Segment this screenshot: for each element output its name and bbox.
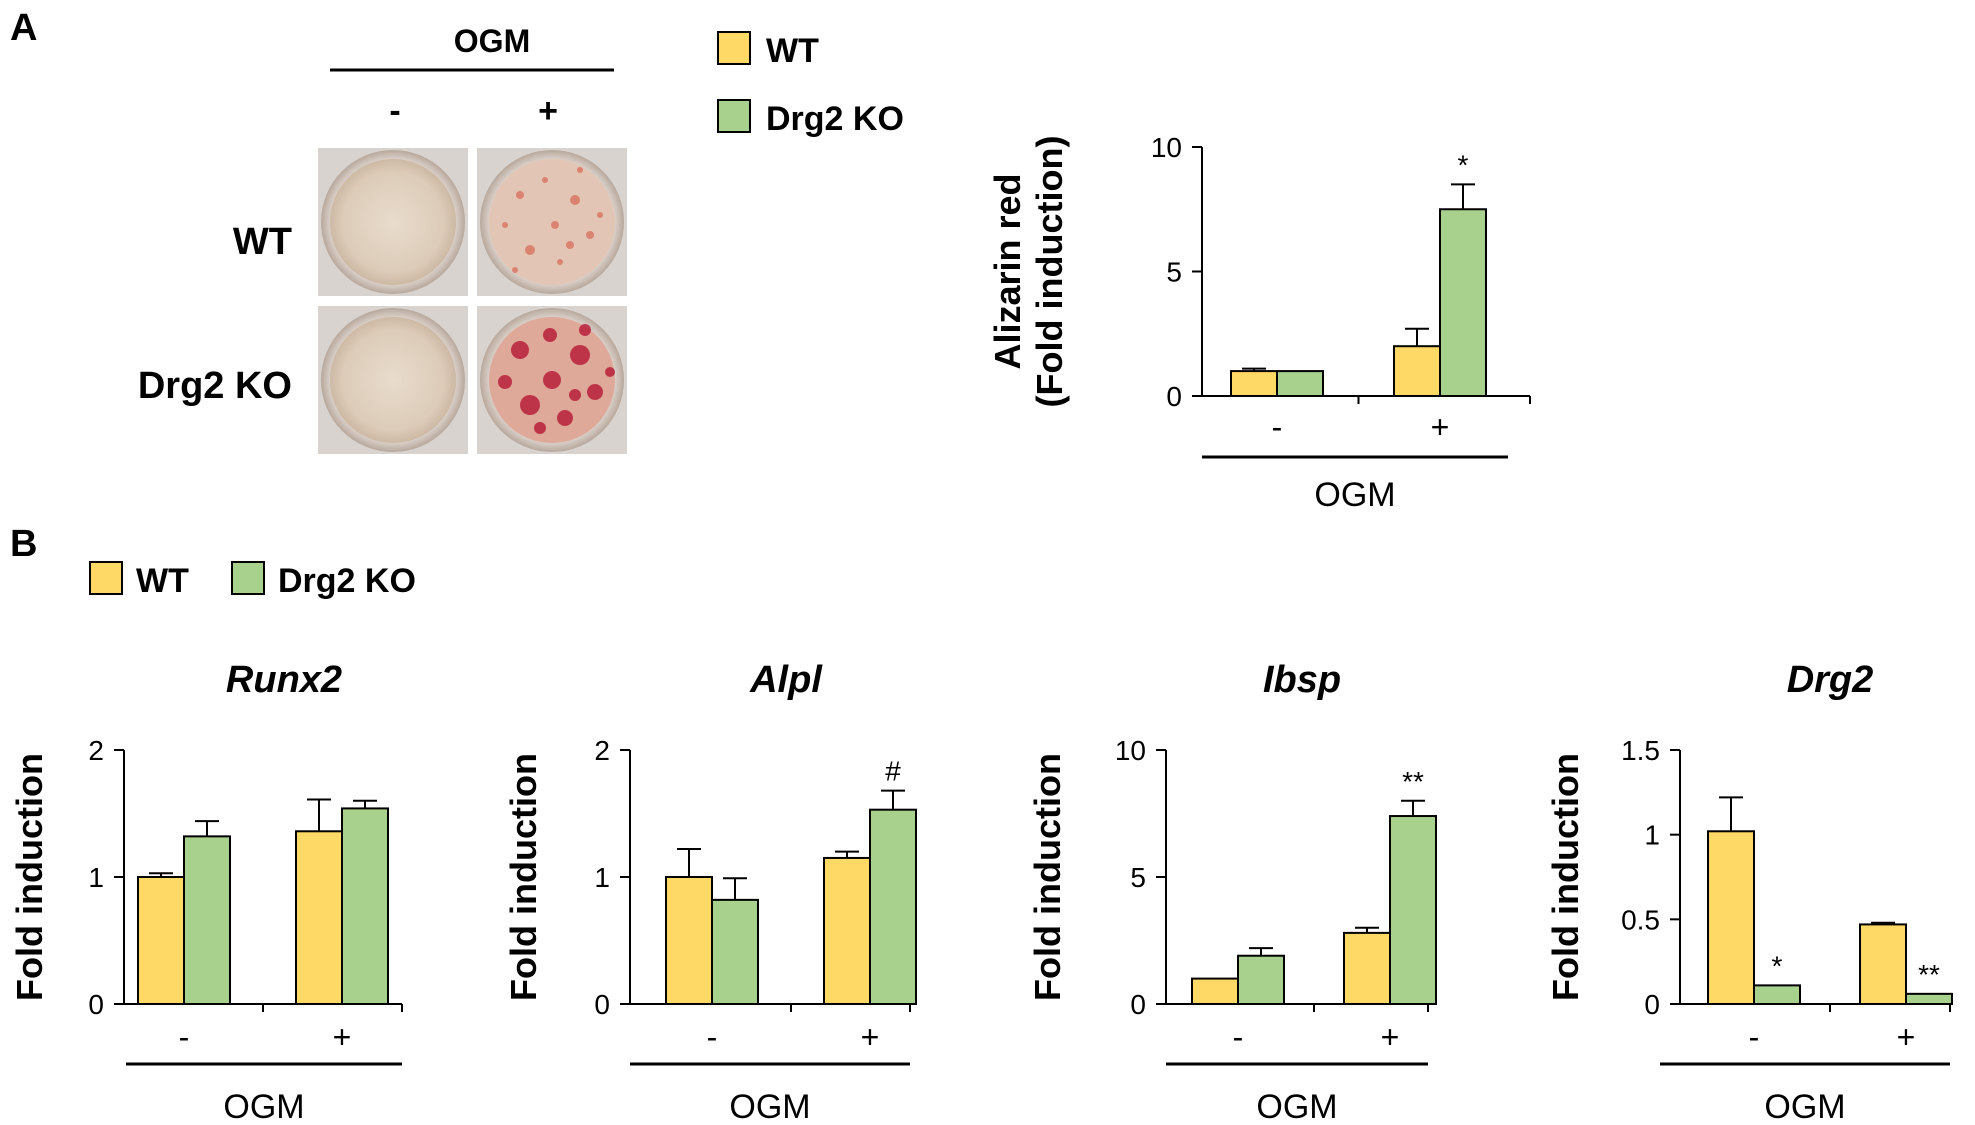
bar-ko-minus (1237, 954, 1285, 1005)
y-tick-label: 5 (1166, 257, 1182, 288)
bar-ko-minus (1753, 984, 1801, 1006)
bar-ko-plus (1905, 992, 1953, 1006)
bar-wt-minus (1191, 977, 1239, 1005)
bar-ko-plus (1439, 208, 1487, 397)
significance-marker: # (885, 756, 901, 787)
legend-a-item-wt: WT (717, 31, 819, 70)
bar-wt-plus (1393, 345, 1441, 398)
chart-runx2: Runx2 0 1 2 Fold induction - + OGM (9, 659, 403, 1125)
y-tick-label: 10 (1115, 735, 1146, 766)
chart-title: Runx2 (226, 659, 342, 701)
chart-title: Alpl (749, 659, 823, 701)
x-axis-label: OGM (223, 1088, 304, 1125)
significance-marker: * (1772, 950, 1783, 981)
x-tick-label: - (707, 1019, 718, 1055)
significance-marker: ** (1918, 959, 1940, 990)
bar-wt-minus (1230, 370, 1278, 398)
y-tick-label: 2 (88, 735, 104, 766)
legend-b-label-wt: WT (136, 562, 189, 600)
photo-row-wt: WT (233, 221, 292, 263)
y-axis-label-secondary: (Fold induction) (1029, 136, 1070, 408)
bar-wt-minus (665, 876, 713, 1005)
y-tick-label: 0 (594, 989, 610, 1020)
bar-ko-minus (711, 898, 759, 1005)
y-axis-label: Fold induction (1027, 753, 1068, 1001)
x-tick-label: + (1381, 1019, 1400, 1055)
legend-b: WT Drg2 KO (89, 561, 416, 600)
bar-ko-plus (1389, 815, 1437, 1005)
legend-b-item-wt: WT (89, 561, 189, 600)
panel-a-label: A (10, 7, 37, 49)
y-axis-label: Fold induction (503, 753, 544, 1001)
y-tick-label: 0 (88, 989, 104, 1020)
well-ko-minus (318, 306, 468, 454)
y-axis-label: Alizarin red (987, 173, 1028, 369)
legend-a-label-wt: WT (766, 32, 819, 70)
x-axis-label: OGM (1314, 476, 1395, 514)
panel-b-label: B (10, 523, 37, 565)
y-tick-label: 1.5 (1621, 735, 1660, 766)
x-axis-label: OGM (1764, 1088, 1845, 1125)
legend-b-swatch-wt (89, 561, 123, 595)
x-tick-label: + (333, 1019, 352, 1055)
x-tick-label: - (179, 1019, 190, 1055)
significance-marker: * (1458, 149, 1469, 180)
bar-ko-plus (869, 808, 917, 1005)
bar-wt-plus (295, 830, 343, 1006)
legend-a-label-ko: Drg2 KO (766, 100, 904, 138)
bar-wt-minus (1707, 830, 1755, 1006)
y-tick-label: 0 (1644, 989, 1660, 1020)
y-tick-label: 1 (1644, 820, 1660, 851)
bar-wt-plus (1859, 923, 1907, 1005)
x-axis-label: OGM (1256, 1088, 1337, 1125)
photo-col-minus: - (389, 92, 400, 130)
legend-b-label-ko: Drg2 KO (278, 562, 416, 600)
x-tick-label: + (1431, 409, 1450, 445)
legend-b-item-ko: Drg2 KO (231, 561, 416, 600)
y-axis-label: Fold induction (1545, 753, 1586, 1001)
x-tick-label: - (1749, 1019, 1760, 1055)
bar-wt-plus (1343, 931, 1391, 1006)
photo-header-ogm: OGM (454, 23, 530, 59)
bar-wt-plus (823, 856, 871, 1006)
chart-alpl: Alpl 0 1 2 Fold induction # - + OGM (503, 659, 917, 1125)
y-tick-label: 0 (1130, 989, 1146, 1020)
well-wt-plus (477, 148, 627, 296)
chart-title: Drg2 (1787, 659, 1874, 701)
y-tick-label: 0.5 (1621, 904, 1660, 935)
bar-ko-minus (1276, 370, 1324, 398)
chart-alizarin-red: 0 5 10 Alizarin red (Fold induction) * - + OGM (987, 132, 1531, 514)
legend-a-swatch-wt (717, 31, 751, 65)
x-tick-label: + (1897, 1019, 1916, 1055)
well-wt-minus (318, 148, 468, 296)
legend-a-item-ko: Drg2 KO (717, 99, 904, 138)
significance-marker: ** (1402, 766, 1424, 797)
stain-photo-grid: OGM - + WT Drg2 KO (138, 23, 627, 454)
chart-ibsp: Ibsp 0 5 10 Fold induction ** - + OGM (1027, 659, 1437, 1125)
x-tick-label: - (1233, 1019, 1244, 1055)
legend-a-swatch-ko (717, 99, 751, 133)
legend-a: WT Drg2 KO (717, 31, 904, 138)
legend-b-swatch-ko (231, 561, 265, 595)
bar-ko-minus (183, 835, 231, 1005)
y-tick-label: 2 (594, 735, 610, 766)
y-axis-label: Fold induction (9, 753, 50, 1001)
y-tick-label: 10 (1151, 132, 1182, 163)
chart-title: Ibsp (1263, 659, 1341, 701)
x-tick-label: - (1272, 409, 1283, 445)
bar-ko-plus (341, 807, 389, 1005)
bar-wt-minus (137, 876, 185, 1005)
photo-col-plus: + (538, 92, 558, 130)
well-ko-plus (477, 306, 627, 454)
x-axis-label: OGM (729, 1088, 810, 1125)
photo-row-drg2ko: Drg2 KO (138, 365, 292, 407)
y-tick-label: 1 (594, 862, 610, 893)
y-tick-label: 1 (88, 862, 104, 893)
y-tick-label: 5 (1130, 862, 1146, 893)
x-tick-label: + (861, 1019, 880, 1055)
y-tick-label: 0 (1166, 381, 1182, 412)
